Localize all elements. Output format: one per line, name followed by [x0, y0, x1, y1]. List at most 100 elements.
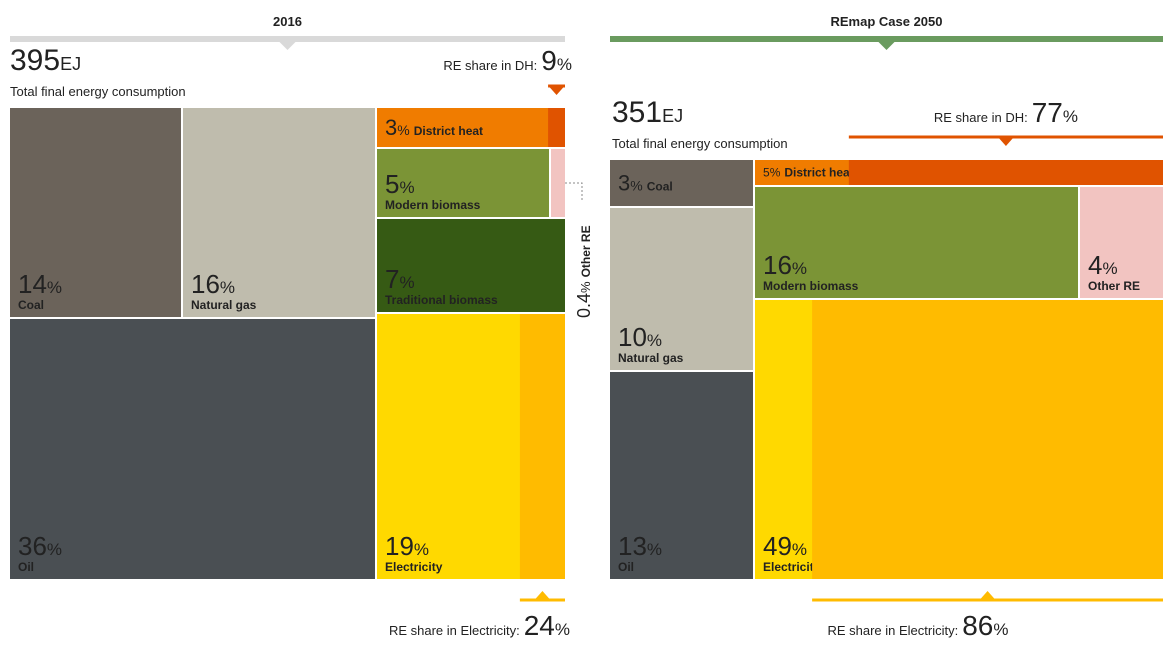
unit: % [792, 540, 807, 559]
share-value: 77 [1032, 97, 1063, 128]
value: 7 [385, 264, 399, 294]
category-label: Other RE [1088, 279, 1140, 293]
unit: % [792, 259, 807, 278]
share-segment [848, 160, 1163, 185]
category-label: Modern biomass [763, 279, 859, 293]
share-pointer [997, 137, 1014, 146]
other-re-connector [565, 182, 583, 200]
tile [10, 108, 181, 317]
tile [551, 149, 565, 217]
header-bar [610, 36, 1163, 42]
value-label: 49% [763, 531, 807, 561]
value-label: 13% [618, 531, 662, 561]
category-label: Natural gas [191, 298, 257, 312]
share-value: 24 [524, 610, 555, 641]
tile [755, 187, 1078, 298]
share-text: RE share in DH: [443, 58, 537, 73]
share-segment [548, 108, 565, 147]
value-label: 10% [618, 322, 662, 352]
unit: % [220, 278, 235, 297]
category-label: Electricity [763, 560, 821, 574]
category-label: District heat [414, 124, 483, 138]
value: 13 [618, 531, 647, 561]
value: 3 [385, 115, 397, 140]
value-label: 4% [1088, 250, 1118, 280]
total-unit: EJ [60, 54, 81, 74]
unit: % [399, 178, 414, 197]
value: 49 [763, 531, 792, 561]
value: 5 [385, 169, 399, 199]
value: 16 [763, 250, 792, 280]
value-label: 16% [763, 250, 807, 280]
value: 10 [618, 322, 647, 352]
category-label: District heat [784, 166, 853, 180]
value: 36 [18, 531, 47, 561]
total-label: Total final energy consumption [10, 84, 186, 99]
share-text: RE share in Electricity: [389, 623, 520, 638]
share-value: 86 [962, 610, 993, 641]
share-label: RE share in DH: 77% [934, 97, 1078, 128]
share-label: RE share in Electricity: 24% [389, 610, 570, 641]
value: 19 [385, 531, 414, 561]
value: 16 [191, 269, 220, 299]
tile [610, 208, 753, 370]
share-unit: % [557, 55, 572, 74]
category-label: Natural gas [618, 351, 684, 365]
unit: % [414, 540, 429, 559]
value: 5 [763, 166, 770, 180]
category-label: Coal [647, 180, 673, 194]
category-label: Oil [18, 560, 34, 574]
total-unit: EJ [662, 106, 683, 126]
tile [610, 372, 753, 579]
value-label: 7% [385, 264, 415, 294]
category-label: Oil [618, 560, 634, 574]
tile [377, 219, 565, 312]
header-pointer [279, 42, 296, 50]
tile [10, 319, 375, 579]
share-unit: % [1063, 107, 1078, 126]
panel-title: 2016 [273, 14, 302, 29]
category-label: Electricity [385, 560, 443, 574]
share-segment [812, 300, 1163, 579]
unit: % [630, 178, 642, 194]
value-label: 36% [18, 531, 62, 561]
value-label: 5% [385, 169, 415, 199]
total: 395EJ [10, 44, 81, 77]
share-unit: % [993, 620, 1008, 639]
value: 0.4 [574, 293, 594, 318]
value: 3 [618, 171, 630, 196]
value-label: 16% [191, 269, 235, 299]
category-label: Traditional biomass [385, 293, 498, 307]
share-unit: % [555, 620, 570, 639]
value: 14 [18, 269, 47, 299]
tile [377, 108, 565, 147]
value: 4 [1088, 250, 1102, 280]
tile [183, 108, 375, 317]
unit: % [47, 278, 62, 297]
value-label: 5% District heat [763, 166, 854, 180]
share-pointer [548, 86, 565, 95]
share-pointer [534, 591, 551, 600]
unit: % [397, 122, 409, 138]
unit: % [647, 540, 662, 559]
category-label: Coal [18, 298, 44, 312]
share-segment [519, 314, 565, 579]
share-text: RE share in Electricity: [827, 623, 958, 638]
header-bar [10, 36, 565, 42]
share-value: 9 [541, 45, 557, 76]
share-text: RE share in DH: [934, 110, 1028, 125]
unit: % [399, 273, 414, 292]
panel-title: REmap Case 2050 [830, 14, 942, 29]
tile [377, 149, 549, 217]
value-label: 3% Coal [618, 171, 673, 196]
unit: % [1102, 259, 1117, 278]
total-value: 351 [612, 96, 662, 129]
share-pointer [979, 591, 996, 600]
category-label: Modern biomass [385, 198, 481, 212]
value-label: 19% [385, 531, 429, 561]
value-label: 3% District heat [385, 115, 483, 140]
unit: % [647, 331, 662, 350]
unit: % [578, 281, 593, 293]
value-label: 0.4% Other RE [574, 225, 594, 318]
